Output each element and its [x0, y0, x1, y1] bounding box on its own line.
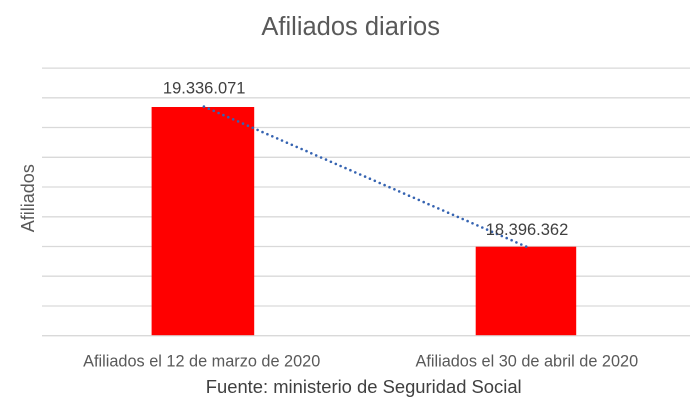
svg-text:Fuente: ministerio de Segurida: Fuente: ministerio de Seguridad Social	[206, 376, 522, 397]
svg-text:Afiliados diarios: Afiliados diarios	[261, 13, 440, 41]
svg-text:Afiliados el 12 de marzo de 20: Afiliados el 12 de marzo de 2020	[83, 352, 320, 370]
svg-text:Afiliados el 30 de abril de 20: Afiliados el 30 de abril de 2020	[415, 352, 638, 370]
svg-text:18.396.362: 18.396.362	[486, 221, 569, 239]
svg-text:19.336.071: 19.336.071	[163, 80, 246, 98]
svg-text:Afiliados: Afiliados	[18, 164, 38, 232]
